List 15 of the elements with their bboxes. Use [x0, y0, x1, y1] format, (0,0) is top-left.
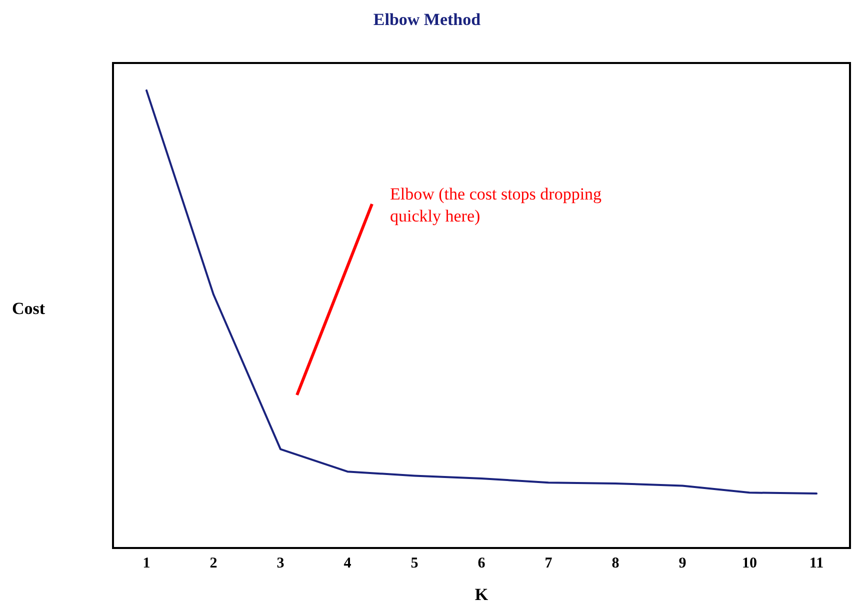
x-tick-label: 5 [410, 556, 418, 572]
x-tick-label: 1 [142, 556, 150, 572]
x-tick-label: 10 [742, 556, 757, 572]
annotation: Elbow (the cost stops dropping quickly here) [390, 184, 602, 226]
x-tick-label: 7 [544, 556, 553, 572]
x-tick-label: 4 [344, 556, 352, 572]
x-tick-label: 2 [210, 556, 218, 572]
x-tick-label: 8 [612, 556, 620, 572]
x-tick-label: 3 [276, 556, 284, 572]
x-tick-label: 11 [809, 556, 824, 572]
x-tick-label: 6 [478, 556, 486, 572]
y-axis-title: Cost [12, 299, 46, 318]
x-axis-title: K [474, 585, 489, 604]
chart-title: Elbow Method [373, 10, 482, 29]
x-tick-label: 9 [678, 556, 686, 572]
